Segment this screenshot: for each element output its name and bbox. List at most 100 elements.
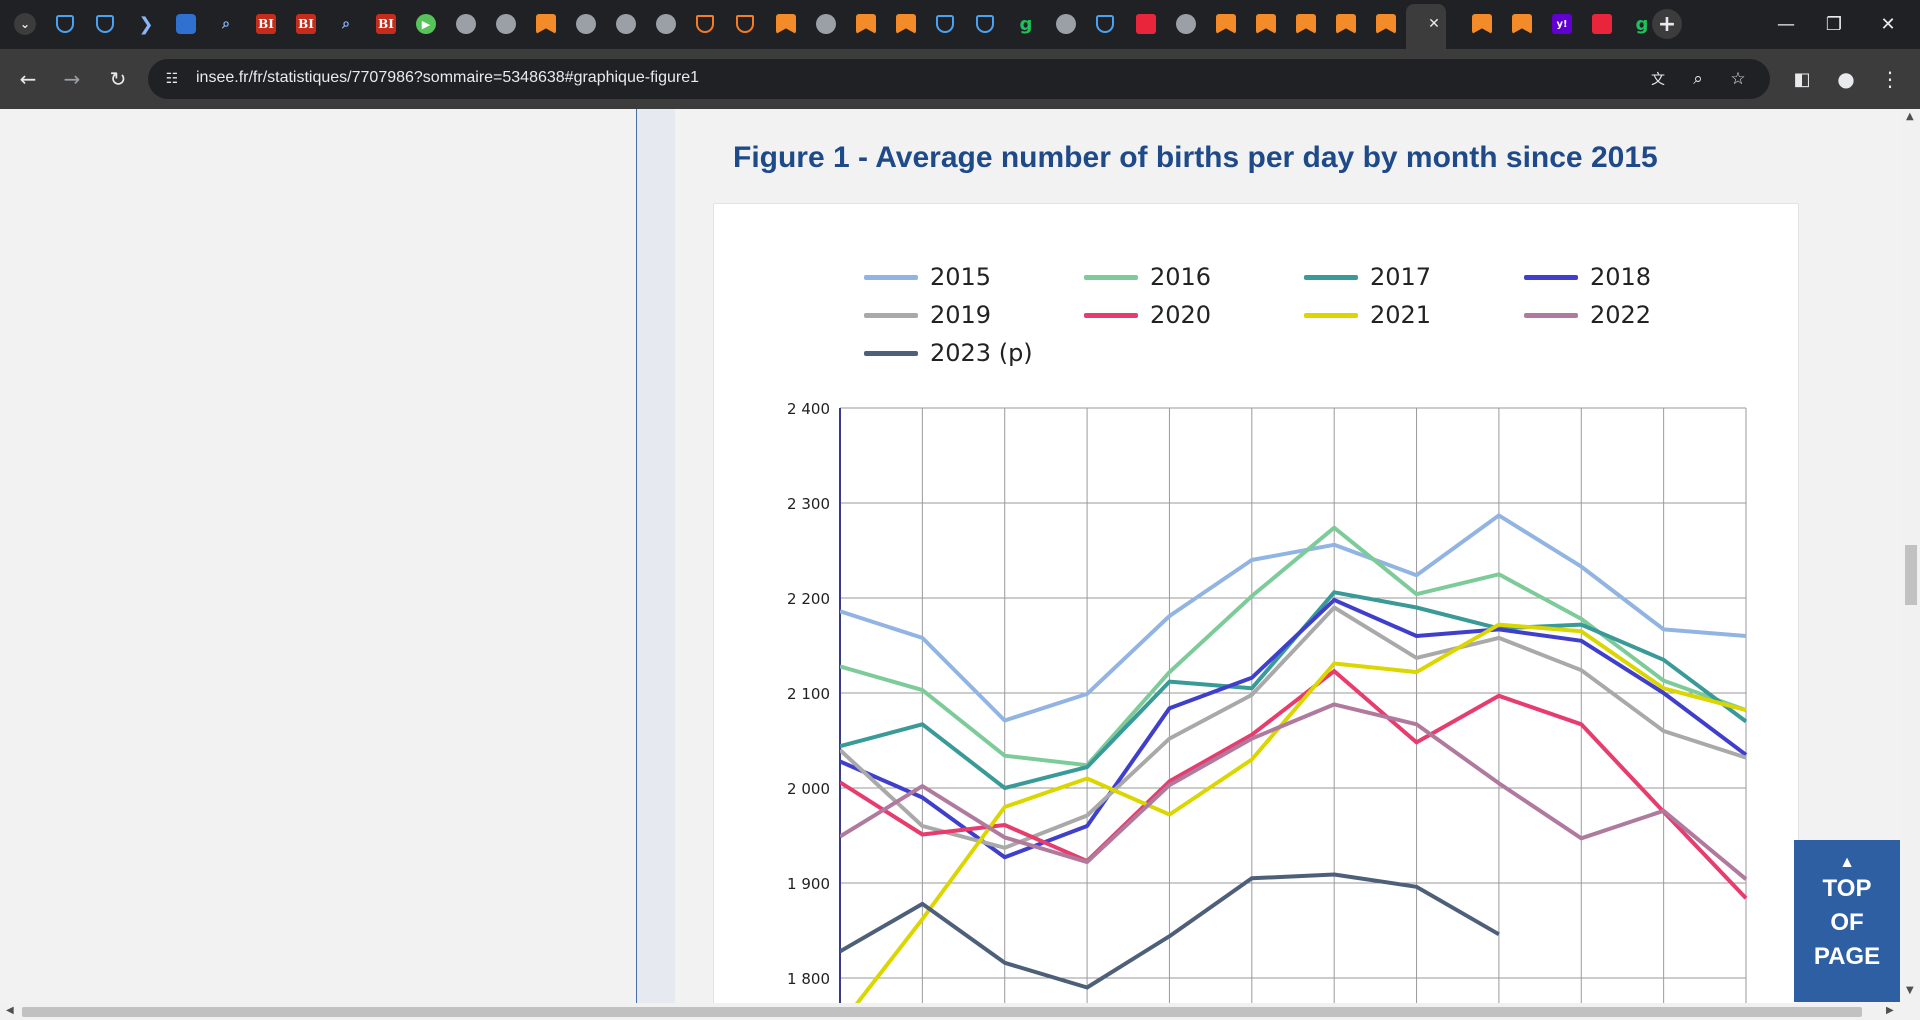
bookmark-icon[interactable]: [1512, 14, 1532, 34]
bookmark-icon[interactable]: [1296, 14, 1316, 34]
shield-icon[interactable]: [56, 15, 74, 33]
chevron-up-icon: ▲: [1839, 854, 1855, 871]
legend-label: 2020: [1150, 301, 1212, 329]
legend-item[interactable]: 2015: [864, 262, 991, 292]
play-icon[interactable]: ▶: [416, 14, 436, 34]
legend-swatch: [1304, 312, 1358, 318]
restore-button[interactable]: ❐: [1825, 13, 1843, 35]
scroll-up-icon[interactable]: ▲: [1906, 111, 1914, 122]
close-tab-icon[interactable]: ✕: [1428, 16, 1440, 32]
address-bar[interactable]: ☷ insee.fr/fr/statistiques/7707986?somma…: [148, 59, 1770, 99]
legend-label: 2016: [1150, 263, 1212, 291]
series-line: [840, 513, 1747, 723]
legend-item[interactable]: 2017: [1304, 262, 1431, 292]
top-button-line3: PAGE: [1813, 943, 1881, 970]
globe-icon[interactable]: [656, 14, 676, 34]
orange-shield-icon[interactable]: [736, 15, 754, 33]
legend-label: 2015: [930, 263, 992, 291]
red-icon[interactable]: [1136, 14, 1156, 34]
forward-button[interactable]: →: [63, 67, 81, 91]
back-to-top-button[interactable]: ▲ TOP OF PAGE: [1794, 840, 1900, 1002]
red-icon[interactable]: [1592, 14, 1612, 34]
bi-icon[interactable]: BI: [296, 14, 316, 34]
legend-label: 2022: [1590, 301, 1652, 329]
scroll-down-icon[interactable]: ▼: [1906, 985, 1914, 996]
side-panel-icon[interactable]: ◧: [1793, 68, 1811, 90]
globe-icon[interactable]: [1176, 14, 1196, 34]
legend-item[interactable]: 2022: [1524, 300, 1651, 330]
legend-swatch: [864, 274, 918, 280]
y-tick-label: 1 800: [787, 970, 830, 988]
search-icon[interactable]: ⌕: [222, 16, 230, 32]
shield-icon[interactable]: [96, 15, 114, 33]
bookmark-icon[interactable]: [1216, 14, 1236, 34]
active-tab[interactable]: [1406, 4, 1446, 49]
bookmark-icon[interactable]: [1472, 14, 1492, 34]
vertical-scroll-thumb[interactable]: [1905, 545, 1917, 605]
scroll-left-icon[interactable]: ◀: [6, 1005, 14, 1016]
search-icon[interactable]: ⌕: [342, 16, 350, 32]
globe-icon[interactable]: [576, 14, 596, 34]
y-tick-label: 1 900: [787, 875, 830, 893]
translate-icon[interactable]: 文: [1651, 72, 1665, 88]
arrow-icon[interactable]: ❯: [138, 13, 154, 35]
menu-icon[interactable]: ⋮: [1880, 67, 1900, 91]
back-button[interactable]: ←: [19, 67, 37, 91]
globe-icon[interactable]: [816, 14, 836, 34]
minimize-button[interactable]: —: [1777, 13, 1795, 35]
bookmark-icon[interactable]: [1376, 14, 1396, 34]
close-window-button[interactable]: ✕: [1880, 13, 1896, 35]
legend-swatch: [1084, 312, 1138, 318]
profile-avatar-icon[interactable]: ●: [1837, 67, 1855, 91]
yahoo-icon[interactable]: y!: [1552, 14, 1572, 34]
globe-icon[interactable]: [496, 14, 516, 34]
graduation-icon[interactable]: [176, 14, 196, 34]
g-icon[interactable]: g: [1019, 13, 1033, 35]
series-line: [840, 669, 1748, 900]
globe-icon[interactable]: [456, 14, 476, 34]
shield-icon[interactable]: [1096, 15, 1114, 33]
bi-icon[interactable]: BI: [376, 14, 396, 34]
horizontal-scrollbar[interactable]: ◀ ▶: [0, 1003, 1902, 1020]
bookmark-icon[interactable]: [1256, 14, 1276, 34]
url-text[interactable]: insee.fr/fr/statistiques/7707986?sommair…: [196, 69, 699, 86]
bookmark-icon[interactable]: [776, 14, 796, 34]
legend-item[interactable]: 2020: [1084, 300, 1211, 330]
legend-label: 2017: [1370, 263, 1432, 291]
line-chart: 2 400 2 300 2 200 2 100 2 000 1 900 1 800: [787, 400, 1748, 1003]
legend-item[interactable]: 2019: [864, 300, 991, 330]
legend-swatch: [1304, 274, 1358, 280]
bookmark-icon[interactable]: [856, 14, 876, 34]
legend-item[interactable]: 2018: [1524, 262, 1651, 292]
tab-search-dropdown-button[interactable]: ⌄: [14, 13, 36, 35]
site-info-icon[interactable]: ☷: [165, 71, 179, 87]
orange-shield-icon[interactable]: [696, 15, 714, 33]
legend-item[interactable]: 2016: [1084, 262, 1211, 292]
reload-button[interactable]: ↻: [109, 67, 127, 91]
globe-icon[interactable]: [1056, 14, 1076, 34]
shield-icon[interactable]: [936, 15, 954, 33]
legend-item[interactable]: 2021: [1304, 300, 1431, 330]
g-icon[interactable]: g: [1635, 13, 1649, 35]
legend-item[interactable]: 2023 (p): [864, 338, 1033, 368]
legend-swatch: [864, 350, 918, 356]
horizontal-scroll-thumb[interactable]: [22, 1007, 1862, 1017]
legend-label: 2019: [930, 301, 992, 329]
new-tab-button[interactable]: +: [1652, 9, 1682, 39]
scroll-right-icon[interactable]: ▶: [1886, 1005, 1894, 1016]
bookmark-icon[interactable]: [1336, 14, 1356, 34]
vertical-scrollbar[interactable]: ▲ ▼: [1902, 109, 1920, 1020]
bookmark-icon[interactable]: [896, 14, 916, 34]
bookmark-star-icon[interactable]: ☆: [1730, 69, 1746, 89]
series-line: [840, 605, 1747, 850]
zoom-icon[interactable]: ⌕: [1693, 69, 1703, 89]
bookmark-icon[interactable]: [536, 14, 556, 34]
shield-icon[interactable]: [976, 15, 994, 33]
tab-strip: ⌄ ❯ ⌕ BI BI ⌕ BI ▶ g ✕ y! g + — ❐ ✕: [0, 0, 1920, 49]
bi-icon[interactable]: BI: [256, 14, 276, 34]
legend-swatch: [1524, 274, 1578, 280]
legend-swatch: [1084, 274, 1138, 280]
globe-icon[interactable]: [616, 14, 636, 34]
legend-swatch: [864, 312, 918, 318]
series-line: [840, 597, 1748, 860]
